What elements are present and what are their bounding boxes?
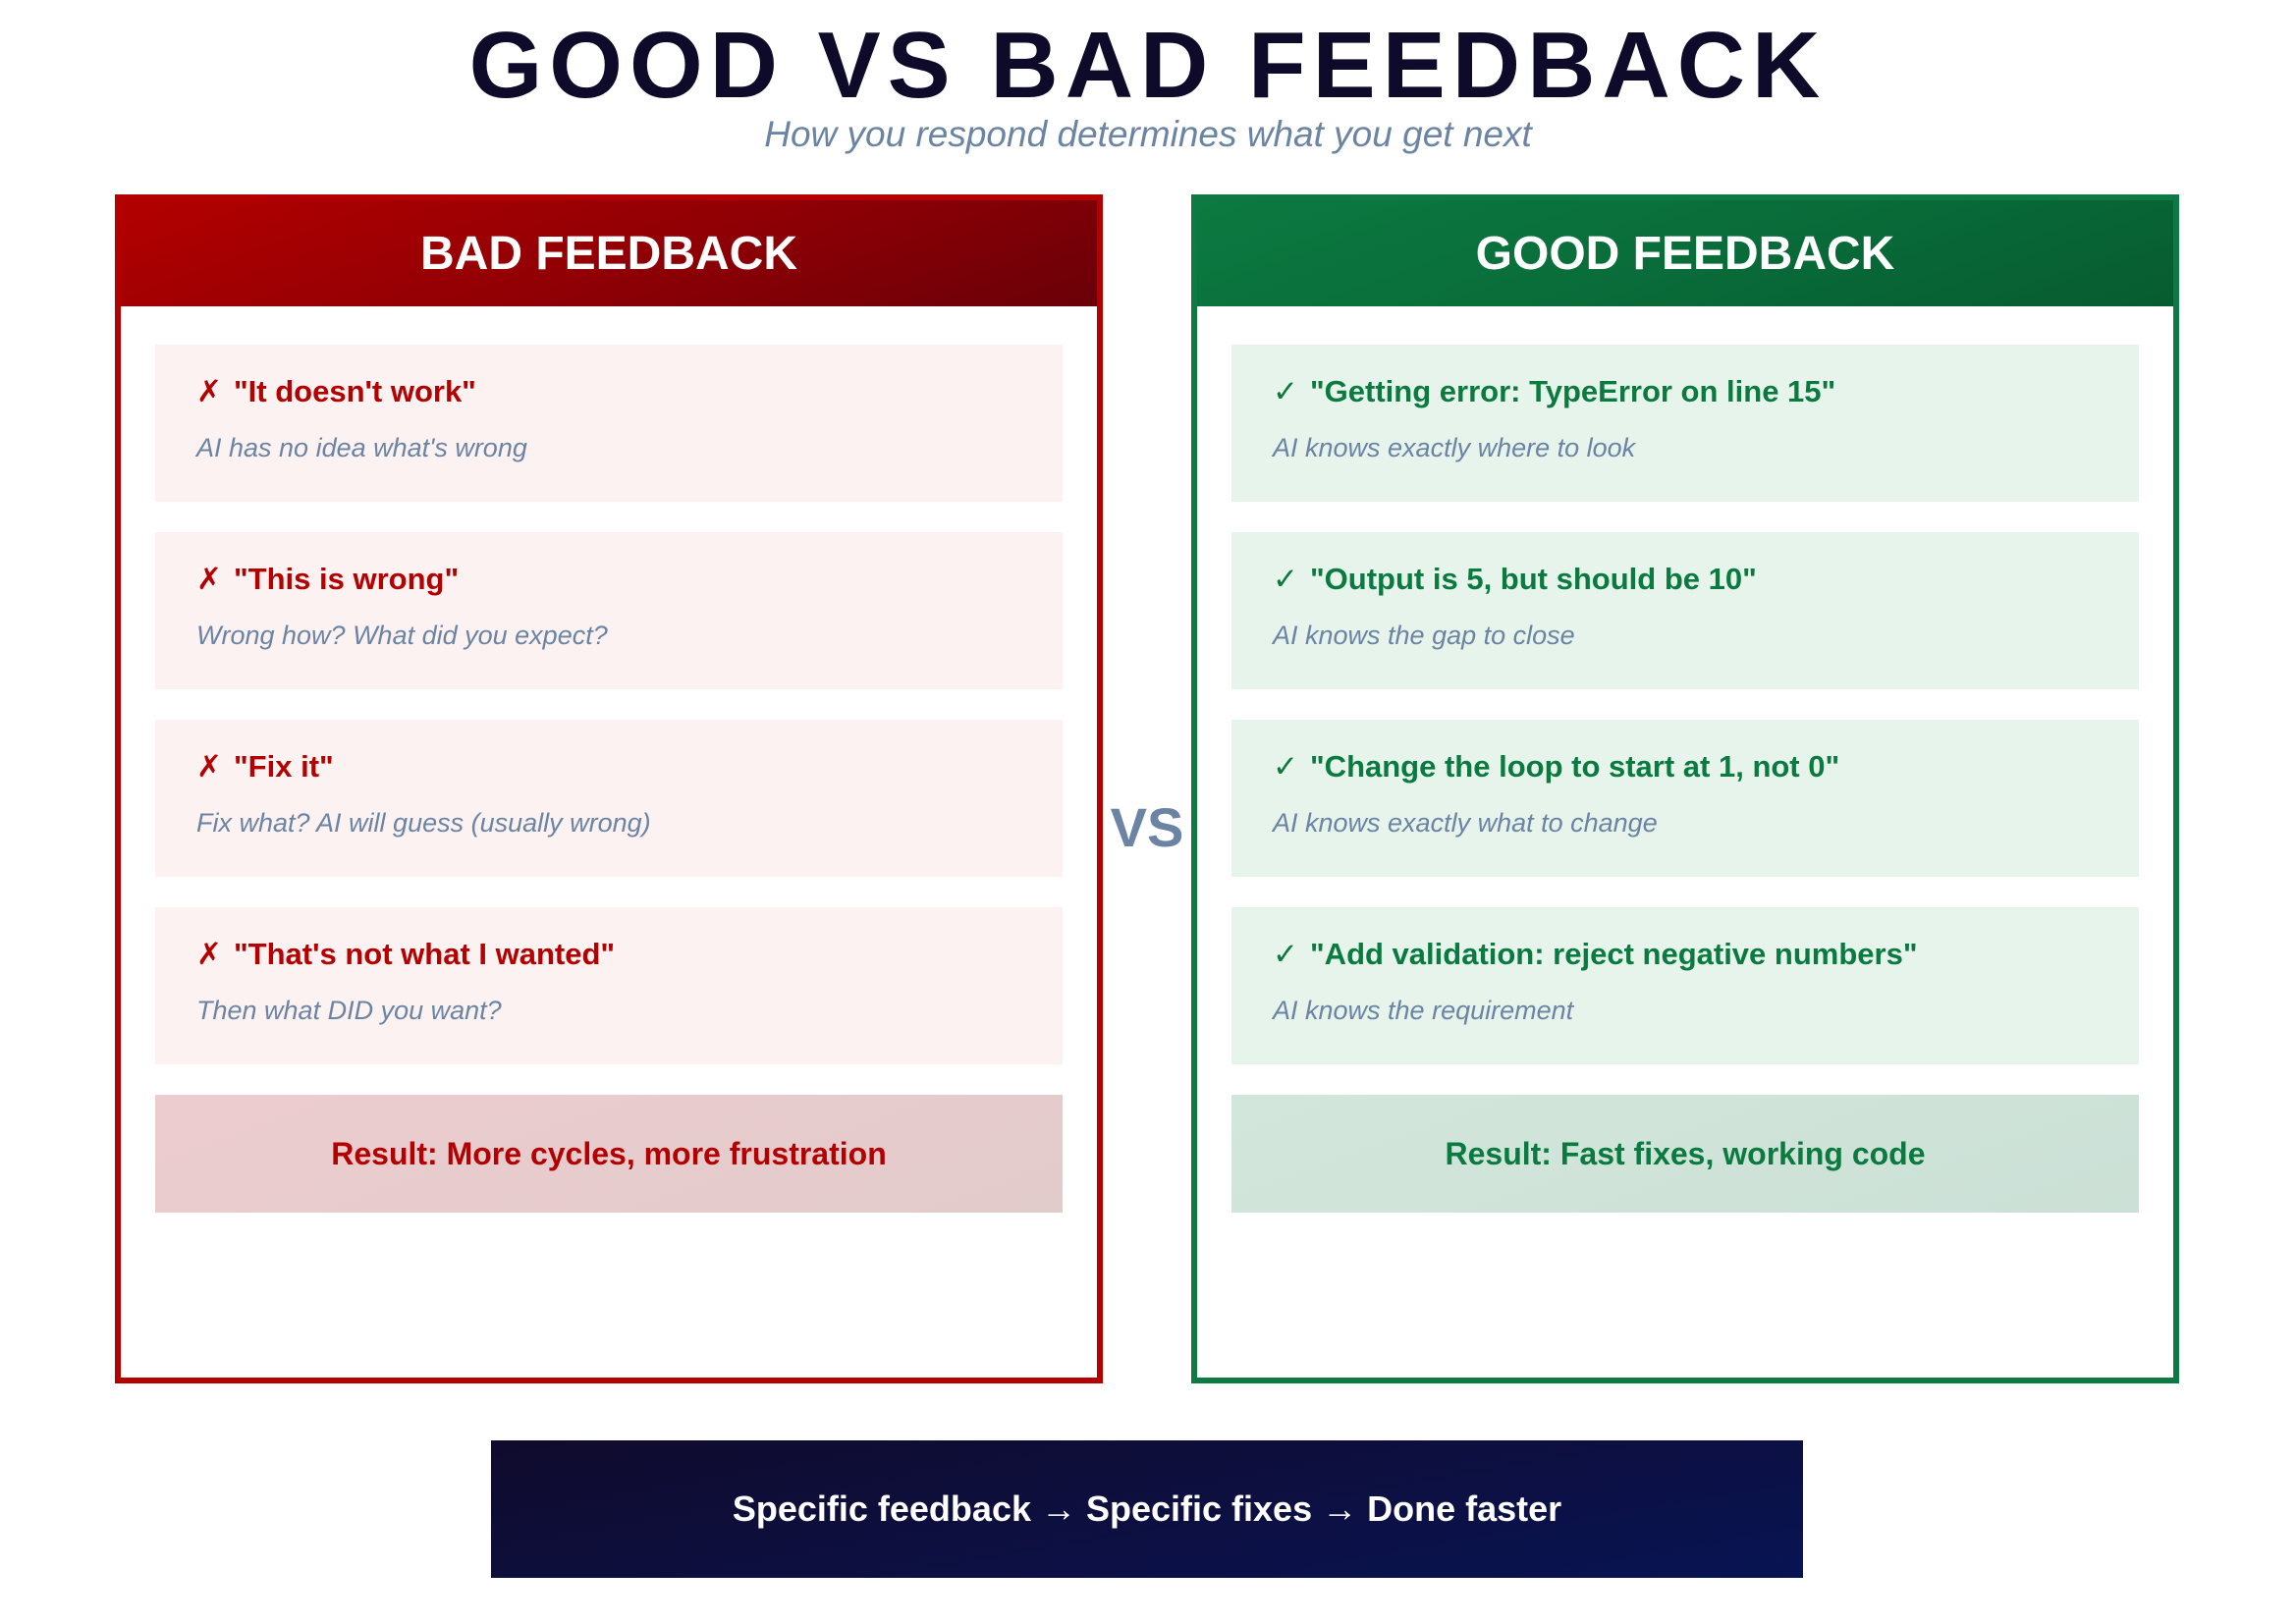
- vs-separator: VS: [1110, 796, 1184, 858]
- summary-banner: Specific feedback → Specific fixes → Don…: [491, 1440, 1803, 1578]
- page-subtitle: How you respond determines what you get …: [764, 114, 1532, 154]
- bad-feedback-panel: BAD FEEDBACK ✗ "It doesn't work" AI has n…: [115, 194, 1103, 1383]
- bad-feedback-list: ✗ "It doesn't work" AI has no idea what's…: [121, 306, 1097, 1213]
- good-feedback-item: ✓ "Getting error: TypeError on line 15" A…: [1231, 345, 2139, 502]
- bad-feedback-explanation: Wrong how? What did you expect?: [196, 621, 608, 650]
- good-feedback-result-text: Result: Fast fixes, working code: [1445, 1135, 1926, 1171]
- page-title: GOOD VS BAD FEEDBACK: [468, 13, 1828, 118]
- bad-feedback-item: ✗ "That's not what I wanted" Then what DI…: [155, 907, 1063, 1064]
- good-feedback-explanation: AI knows the gap to close: [1273, 621, 1575, 650]
- bad-feedback-quote: "This is wrong": [233, 562, 460, 596]
- bad-feedback-quote: "It doesn't work": [233, 374, 476, 408]
- bad-feedback-item: ✗ "This is wrong" Wrong how? What did you…: [155, 532, 1063, 689]
- good-feedback-result: Result: Fast fixes, working code: [1231, 1095, 2139, 1213]
- good-feedback-item: ✓ "Output is 5, but should be 10" AI know…: [1231, 532, 2139, 689]
- good-feedback-quote: "Add validation: reject negative numbers…: [1309, 937, 1918, 971]
- good-feedback-explanation: AI knows exactly what to change: [1273, 808, 1658, 838]
- bad-feedback-item: ✗ "It doesn't work" AI has no idea what's…: [155, 345, 1063, 502]
- cross-mark-icon: ✗: [196, 937, 222, 971]
- good-feedback-explanation: AI knows exactly where to look: [1273, 433, 1636, 462]
- summary-banner-text: Specific feedback → Specific fixes → Don…: [732, 1489, 1562, 1529]
- cross-mark-icon: ✗: [196, 562, 222, 596]
- bad-feedback-explanation: AI has no idea what's wrong: [196, 433, 527, 462]
- check-mark-icon: ✓: [1273, 562, 1298, 596]
- good-feedback-heading: GOOD FEEDBACK: [1475, 227, 1895, 280]
- good-feedback-header: GOOD FEEDBACK: [1197, 200, 2173, 306]
- cross-mark-icon: ✗: [196, 374, 222, 408]
- good-feedback-item: ✓ "Add validation: reject negative number…: [1231, 907, 2139, 1064]
- cross-mark-icon: ✗: [196, 749, 222, 784]
- bad-feedback-header: BAD FEEDBACK: [121, 200, 1097, 306]
- good-feedback-quote: "Change the loop to start at 1, not 0": [1309, 749, 1840, 784]
- bad-feedback-explanation: Fix what? AI will guess (usually wrong): [196, 808, 651, 838]
- bad-feedback-quote: "Fix it": [233, 749, 334, 784]
- check-mark-icon: ✓: [1273, 749, 1298, 784]
- check-mark-icon: ✓: [1273, 937, 1298, 971]
- good-feedback-item: ✓ "Change the loop to start at 1, not 0" …: [1231, 720, 2139, 877]
- bad-feedback-explanation: Then what DID you want?: [196, 996, 502, 1025]
- good-feedback-explanation: AI knows the requirement: [1273, 996, 1574, 1025]
- good-feedback-quote: "Output is 5, but should be 10": [1309, 562, 1757, 596]
- bad-feedback-quote: "That's not what I wanted": [233, 937, 616, 971]
- good-feedback-panel: GOOD FEEDBACK ✓ "Getting error: TypeError…: [1191, 194, 2179, 1383]
- bad-feedback-result-text: Result: More cycles, more frustration: [331, 1135, 887, 1171]
- good-feedback-list: ✓ "Getting error: TypeError on line 15" A…: [1197, 306, 2173, 1213]
- bad-feedback-heading: BAD FEEDBACK: [420, 227, 797, 280]
- bad-feedback-item: ✗ "Fix it" Fix what? AI will guess (usual…: [155, 720, 1063, 877]
- check-mark-icon: ✓: [1273, 374, 1298, 408]
- bad-feedback-result: Result: More cycles, more frustration: [155, 1095, 1063, 1213]
- good-feedback-quote: "Getting error: TypeError on line 15": [1309, 374, 1836, 408]
